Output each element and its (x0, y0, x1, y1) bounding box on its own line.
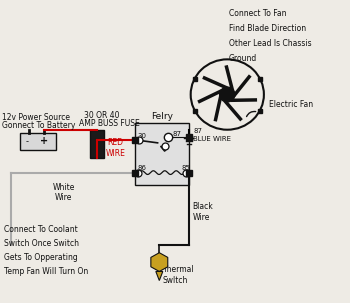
Text: RED
WIRE: RED WIRE (106, 138, 126, 158)
FancyBboxPatch shape (20, 133, 56, 150)
Text: Gonnect To Battery: Gonnect To Battery (2, 121, 76, 130)
Text: 12v Power Source: 12v Power Source (2, 113, 70, 122)
Text: 86: 86 (137, 165, 146, 171)
Text: 87: 87 (193, 128, 202, 134)
Text: Connect To Coolant: Connect To Coolant (4, 225, 78, 234)
Text: Swltch: Swltch (163, 276, 188, 285)
Text: 30: 30 (138, 133, 147, 139)
Text: 87: 87 (173, 131, 182, 137)
Text: BLUE WIRE: BLUE WIRE (193, 136, 231, 142)
FancyBboxPatch shape (90, 130, 104, 158)
FancyBboxPatch shape (135, 123, 189, 185)
Text: AMP BUSS FUSE: AMP BUSS FUSE (79, 119, 140, 128)
Polygon shape (151, 253, 168, 271)
Text: Find Blade Direction: Find Blade Direction (229, 24, 306, 33)
Text: Black
Wire: Black Wire (193, 202, 213, 221)
Polygon shape (156, 271, 163, 281)
Text: -: - (26, 137, 29, 146)
Text: Other Lead Is Chassis: Other Lead Is Chassis (229, 39, 312, 48)
Text: Connect To Fan: Connect To Fan (229, 9, 287, 18)
Text: Felry: Felry (151, 112, 173, 121)
Circle shape (219, 87, 235, 102)
Text: 30 OR 40: 30 OR 40 (84, 111, 120, 120)
Text: Temp Fan Will Turn On: Temp Fan Will Turn On (4, 268, 89, 276)
Text: White
Wire: White Wire (52, 183, 75, 202)
Text: Gets To Opperating: Gets To Opperating (4, 253, 78, 262)
Text: Electric Fan: Electric Fan (269, 100, 313, 109)
Text: Switch Once Switch: Switch Once Switch (4, 239, 79, 248)
Text: 85: 85 (181, 165, 190, 171)
Text: Ground: Ground (229, 54, 257, 63)
Text: Thermal: Thermal (163, 265, 194, 275)
Text: +: + (40, 136, 48, 146)
